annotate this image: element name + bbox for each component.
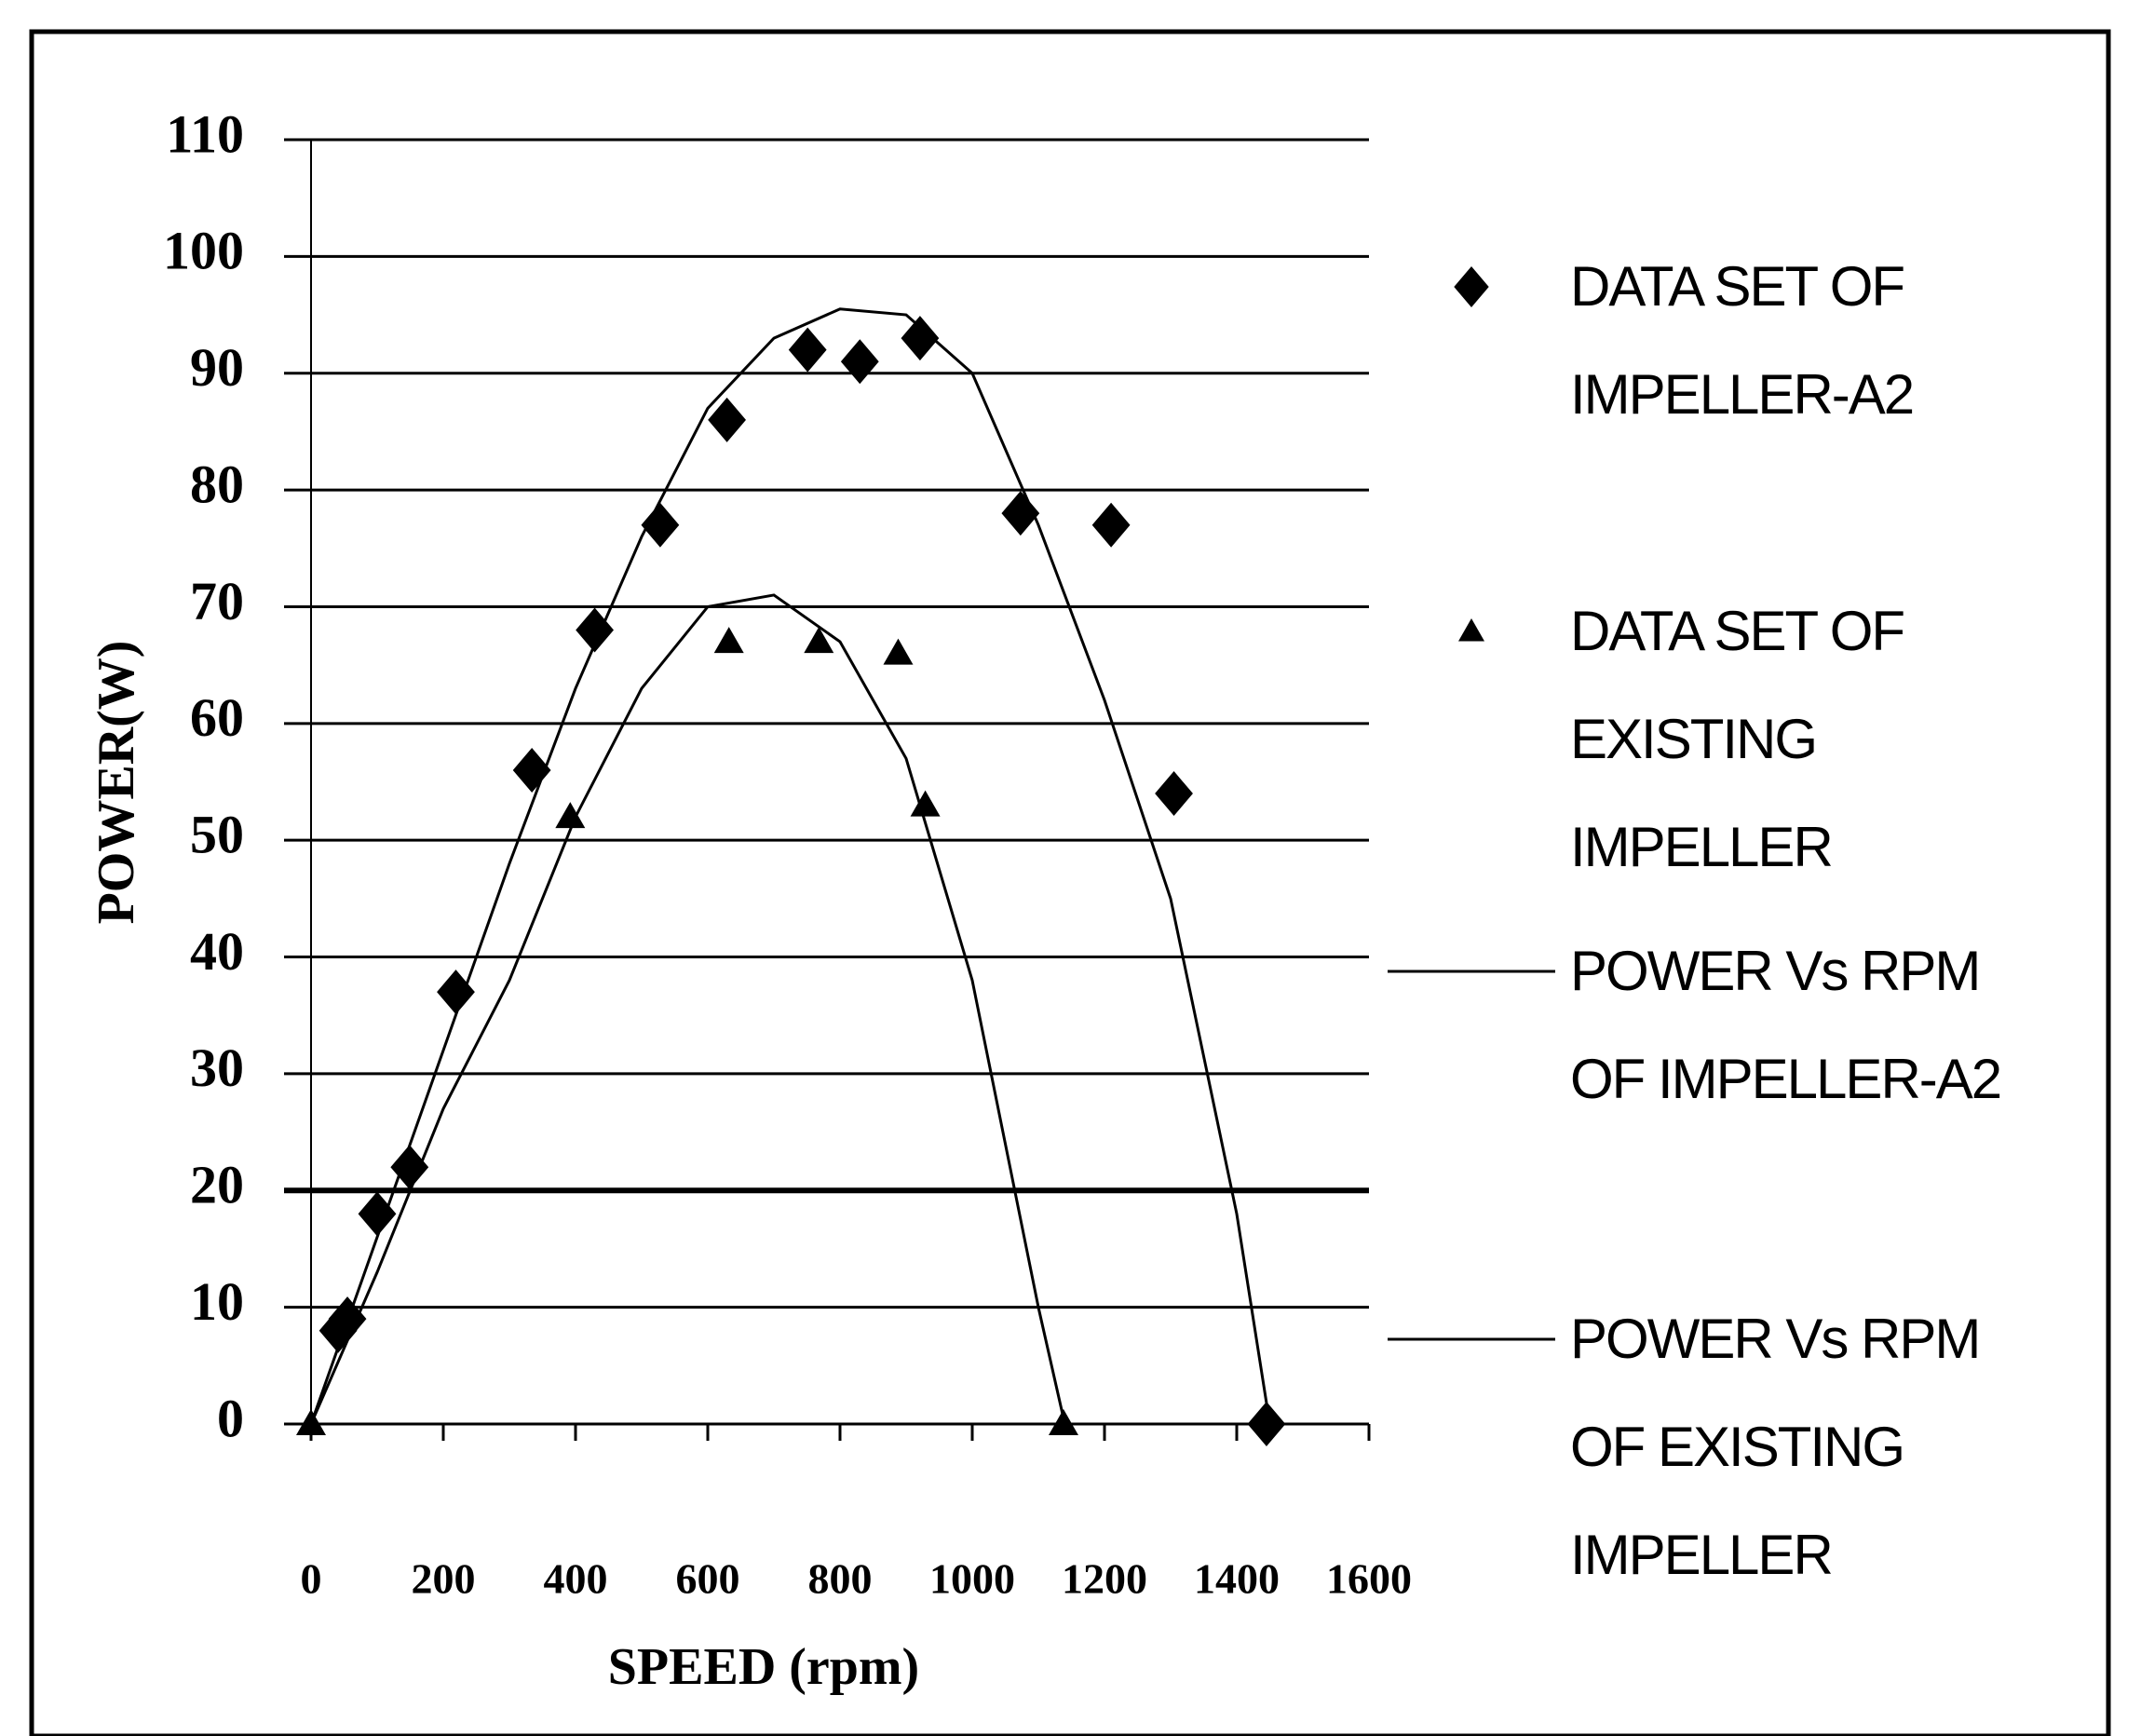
- y-tick-label: 50: [190, 804, 244, 864]
- diamond-marker: [708, 397, 746, 442]
- x-axis-label: SPEED (rpm): [608, 1638, 919, 1696]
- diamond-marker: [1091, 502, 1131, 548]
- y-tick-label: 0: [217, 1388, 244, 1448]
- x-tick-label: 1200: [1062, 1555, 1147, 1603]
- y-tick-label: 80: [190, 454, 244, 514]
- triangle-marker: [713, 627, 744, 654]
- diamond-marker: [641, 502, 680, 548]
- y-tick-label: 100: [163, 221, 244, 281]
- y-tick-label: 20: [190, 1155, 244, 1215]
- x-tick-label: 0: [301, 1555, 322, 1603]
- x-tick-label: 400: [544, 1555, 608, 1603]
- diamond-marker: [901, 316, 940, 361]
- diamond-marker: [1001, 491, 1040, 536]
- diamond-marker: [437, 970, 475, 1015]
- diamond-marker: [358, 1191, 397, 1237]
- chart-border: [29, 29, 2111, 1736]
- diamond-marker: [840, 339, 879, 385]
- triangle-marker: [883, 638, 914, 665]
- diamond-marker: [1155, 771, 1193, 817]
- y-tick-label: 40: [190, 921, 244, 982]
- x-tick-label: 600: [676, 1555, 740, 1603]
- diamond-marker: [1454, 266, 1489, 307]
- x-tick-label: 1400: [1194, 1555, 1280, 1603]
- fit-curve: [309, 307, 1271, 1425]
- fit-curve: [309, 593, 1066, 1425]
- diamond-marker: [390, 1145, 429, 1190]
- x-tick-label: 1600: [1326, 1555, 1412, 1603]
- legend-label: POWER Vs RPM OF IMPELLER-A2: [1570, 940, 2002, 1110]
- y-tick-label: 60: [190, 687, 244, 748]
- y-tick-label: 10: [190, 1271, 244, 1332]
- triangle-marker: [910, 790, 941, 817]
- diamond-marker: [576, 607, 614, 653]
- legend-label: DATA SET OF IMPELLER-A2: [1570, 255, 1915, 426]
- y-tick-label: 70: [190, 571, 244, 631]
- diamond-marker: [1247, 1402, 1286, 1446]
- y-tick-label: 30: [190, 1038, 244, 1098]
- y-tick-label: 110: [166, 103, 244, 164]
- triangle-marker: [804, 627, 834, 654]
- x-tick-label: 800: [808, 1555, 873, 1603]
- y-tick-label: 90: [190, 337, 244, 398]
- legend-label: POWER Vs RPM OF EXISTING IMPELLER: [1570, 1308, 1981, 1586]
- x-tick-label: 200: [412, 1555, 476, 1603]
- y-axis-label: POWER(W): [88, 641, 145, 925]
- diamond-marker: [788, 327, 827, 373]
- x-tick-label: 1000: [929, 1555, 1015, 1603]
- legend-label: DATA SET OF EXISTING IMPELLER: [1570, 600, 1905, 878]
- triangle-marker: [1458, 618, 1484, 642]
- triangle-marker: [555, 802, 586, 829]
